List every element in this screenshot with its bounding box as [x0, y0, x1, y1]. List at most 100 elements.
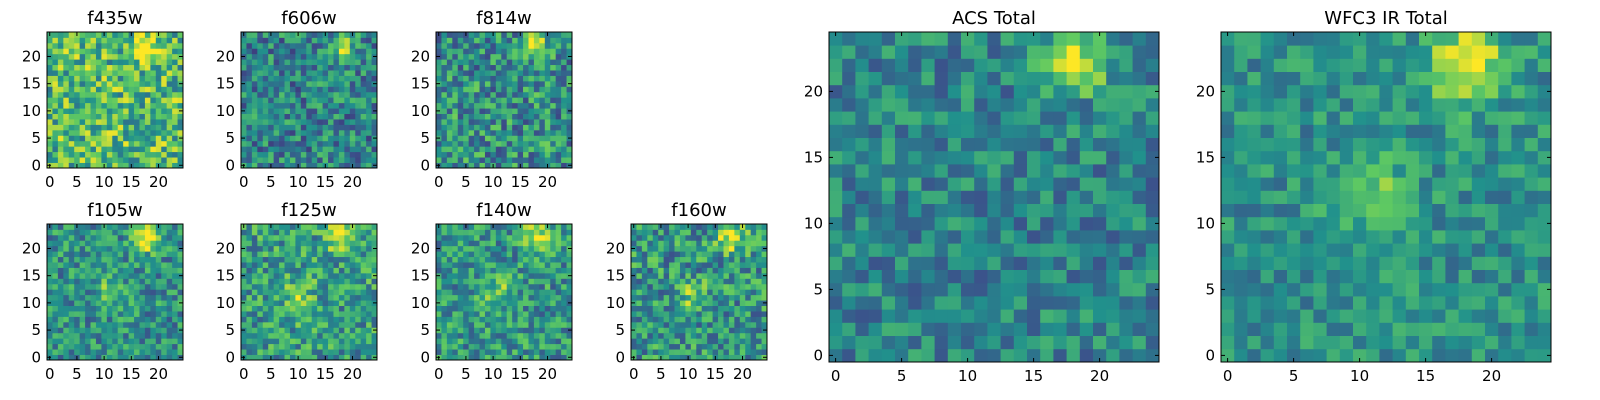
heatmap-cell: [1040, 243, 1054, 257]
heatmap-cell: [685, 267, 692, 274]
heatmap-cell: [636, 234, 643, 241]
heatmap-cell: [718, 354, 724, 361]
heatmap-cell: [761, 343, 768, 350]
heatmap-cell: [446, 32, 453, 38]
heatmap-cell: [52, 70, 59, 76]
heatmap-cell: [328, 240, 334, 247]
y-tick-label: 0: [420, 348, 430, 366]
heatmap-cell: [987, 269, 1001, 284]
heatmap-cell: [463, 97, 470, 104]
heatmap-cell: [172, 97, 178, 104]
heatmap-cell: [68, 32, 75, 38]
heatmap-cell: [338, 75, 345, 82]
heatmap-cell: [68, 278, 75, 285]
heatmap-cell: [881, 177, 896, 191]
heatmap-cell: [68, 86, 75, 93]
heatmap-cell: [701, 278, 708, 285]
heatmap-cell: [474, 53, 480, 60]
heatmap-cell: [300, 42, 307, 49]
heatmap-cell: [452, 332, 459, 339]
heatmap-cell: [506, 97, 513, 104]
heatmap-cell: [446, 135, 453, 142]
heatmap-cell: [739, 338, 746, 345]
heatmap-cell: [344, 300, 351, 306]
heatmap-cell: [284, 32, 291, 38]
heatmap-cell: [349, 245, 356, 252]
heatmap-cell: [974, 335, 988, 350]
heatmap-cell: [685, 338, 692, 345]
heatmap-cell: [106, 278, 113, 285]
heatmap-cell: [355, 70, 362, 76]
heatmap-cell: [306, 59, 313, 66]
heatmap-cell: [355, 240, 362, 247]
heatmap-cell: [85, 119, 91, 125]
heatmap-cell: [1145, 177, 1160, 191]
heatmap-cell: [652, 240, 659, 247]
heatmap-cell: [479, 305, 486, 312]
heatmap-cell: [1132, 203, 1147, 218]
heatmap-cell: [333, 48, 340, 55]
heatmap-cell: [150, 245, 157, 252]
heatmap-cell: [139, 97, 146, 104]
heatmap-cell: [528, 64, 535, 71]
heatmap-cell: [734, 229, 741, 236]
heatmap-cell: [1145, 269, 1160, 284]
heatmap-cell: [117, 300, 124, 306]
heatmap-cell: [144, 108, 151, 114]
heatmap-cell: [300, 53, 307, 60]
heatmap-cell: [555, 162, 562, 169]
heatmap-cell: [177, 256, 184, 263]
heatmap-cell: [446, 245, 453, 252]
heatmap-cell: [544, 86, 551, 93]
heatmap-cell: [528, 349, 535, 355]
heatmap-cell: [647, 343, 654, 350]
heatmap-cell: [756, 311, 762, 317]
x-tick-label: 20: [538, 173, 557, 191]
heatmap-cell: [63, 135, 70, 142]
y-tick-label: 10: [411, 102, 430, 120]
heatmap-cell: [117, 59, 124, 66]
heatmap-cell: [658, 338, 665, 345]
heatmap-cell: [533, 37, 540, 44]
heatmap-cell: [961, 269, 975, 284]
heatmap-cell: [647, 332, 654, 339]
heatmap-cell: [756, 267, 762, 274]
heatmap-cell: [566, 70, 573, 76]
heatmap-cell: [533, 316, 540, 323]
heatmap-cell: [317, 262, 323, 268]
heatmap-cell: [468, 70, 475, 76]
heatmap-cell: [355, 129, 362, 136]
heatmap-cell: [139, 316, 146, 323]
heatmap-cell: [761, 289, 768, 296]
heatmap-cell: [338, 300, 345, 306]
heatmap-cell: [463, 262, 470, 268]
heatmap-cell: [961, 216, 975, 231]
heatmap-cell: [311, 113, 318, 120]
heatmap-cell: [566, 251, 573, 258]
heatmap-cell: [474, 80, 480, 87]
heatmap-cell: [441, 91, 448, 98]
heatmap-cell: [452, 108, 459, 114]
heatmap-cell: [246, 305, 253, 312]
heatmap-cell: [501, 59, 508, 66]
heatmap-cell: [112, 283, 119, 290]
heatmap-cell: [262, 311, 269, 317]
heatmap-cell: [123, 305, 129, 312]
heatmap-cell: [273, 140, 280, 147]
heatmap-cell: [139, 80, 146, 87]
heatmap-cell: [663, 338, 670, 345]
heatmap-cell: [366, 349, 372, 355]
heatmap-cell: [306, 140, 313, 147]
heatmap-cell: [371, 256, 378, 263]
heatmap-cell: [311, 151, 318, 158]
heatmap-cell: [150, 267, 157, 274]
heatmap-cell: [68, 124, 75, 131]
heatmap-cell: [161, 129, 168, 136]
heatmap-cell: [112, 240, 119, 247]
heatmap-cell: [328, 256, 334, 263]
heatmap-cell: [338, 113, 345, 120]
heatmap-cell: [106, 48, 113, 55]
heatmap-cell: [734, 224, 741, 230]
heatmap-cell: [523, 272, 529, 279]
heatmap-cell: [696, 234, 703, 241]
